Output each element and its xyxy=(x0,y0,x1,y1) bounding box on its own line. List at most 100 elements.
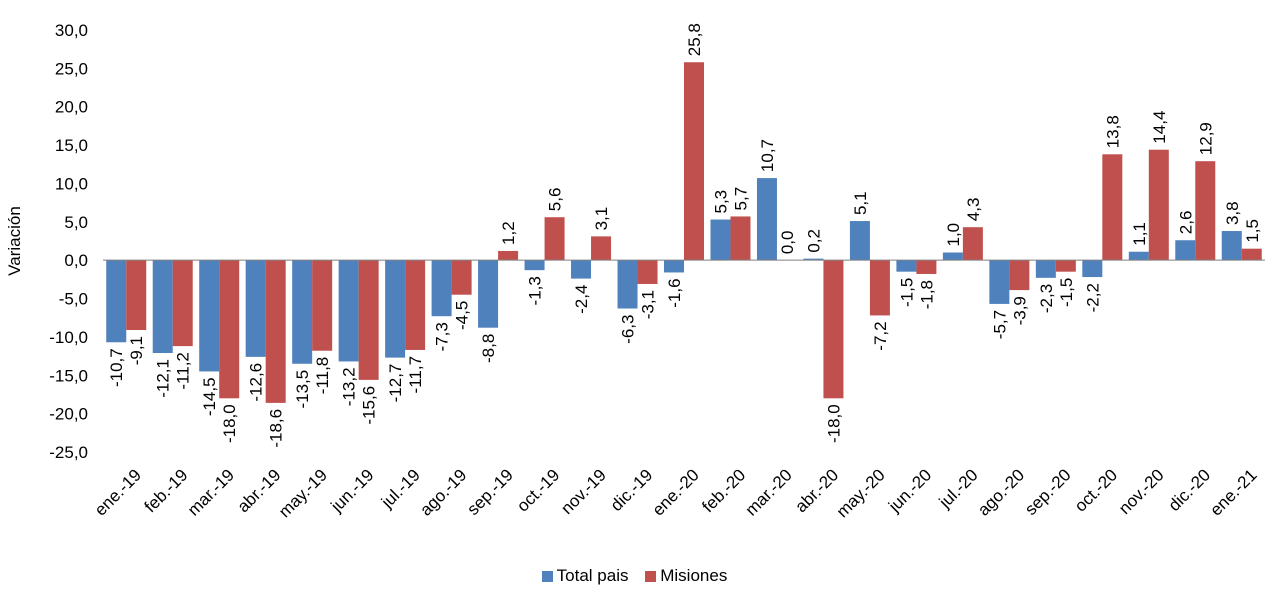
bar-misiones xyxy=(219,260,240,399)
legend-swatch-total-pais xyxy=(541,570,553,582)
data-label-misiones: -1,8 xyxy=(917,280,936,309)
bar-total-pais xyxy=(803,258,824,261)
bar-total-pais xyxy=(338,260,359,362)
y-tick-label: -15,0 xyxy=(49,366,88,385)
x-axis-ticks: ene.-19feb.-19mar.-19abr.-19may.-19jun.-… xyxy=(91,465,1261,521)
data-label-total-pais: -14,5 xyxy=(200,377,219,416)
x-tick-label: may.-19 xyxy=(275,465,331,521)
y-tick-label: -25,0 xyxy=(49,443,88,462)
bar-total-pais xyxy=(1175,240,1196,261)
legend-label-misiones: Misiones xyxy=(660,566,728,585)
data-label-total-pais: -1,5 xyxy=(897,278,916,307)
y-axis-title: Variación xyxy=(5,206,24,276)
data-label-misiones: -11,2 xyxy=(174,352,193,390)
bar-total-pais xyxy=(617,260,638,309)
x-tick-label: sep.-20 xyxy=(1021,465,1075,519)
data-label-misiones: 1,5 xyxy=(1243,219,1262,243)
bar-misiones xyxy=(1148,149,1169,261)
legend-item-total-pais: Total pais xyxy=(541,566,629,586)
data-label-misiones: -1,5 xyxy=(1057,278,1076,307)
y-tick-label: 5,0 xyxy=(64,213,88,232)
bar-total-pais xyxy=(896,260,917,272)
data-label-total-pais: -8,8 xyxy=(479,334,498,363)
data-label-total-pais: -13,2 xyxy=(340,367,359,406)
data-label-total-pais: 2,6 xyxy=(1176,211,1195,235)
data-label-total-pais: 10,7 xyxy=(758,139,777,172)
y-tick-label: 20,0 xyxy=(55,98,88,117)
bar-total-pais xyxy=(756,178,777,261)
data-label-total-pais: -1,6 xyxy=(665,278,684,307)
bar-misiones xyxy=(591,236,612,261)
bar-total-pais xyxy=(571,260,592,279)
y-tick-label: 0,0 xyxy=(64,251,88,270)
data-label-total-pais: -2,4 xyxy=(572,285,591,314)
bar-misiones xyxy=(869,260,890,316)
bar-total-pais xyxy=(1082,260,1103,278)
bar-misiones xyxy=(312,260,333,351)
bar-misiones xyxy=(498,250,519,261)
data-label-total-pais: -1,3 xyxy=(526,276,545,305)
bar-total-pais xyxy=(292,260,313,364)
data-label-misiones: 1,2 xyxy=(499,221,518,245)
y-tick-label: 15,0 xyxy=(55,136,88,155)
x-tick-label: nov.-19 xyxy=(557,465,610,518)
bar-misiones xyxy=(544,217,565,261)
bar-misiones xyxy=(962,227,983,261)
data-label-misiones: 3,1 xyxy=(592,207,611,231)
data-label-misiones: 14,4 xyxy=(1150,111,1169,144)
data-label-misiones: 13,8 xyxy=(1103,115,1122,148)
bar-misiones xyxy=(172,260,193,347)
bar-misiones xyxy=(405,260,426,350)
legend-swatch-misiones xyxy=(645,570,657,582)
x-tick-label: sep.-19 xyxy=(463,465,517,519)
bar-misiones xyxy=(684,62,704,261)
data-label-total-pais: 1,1 xyxy=(1130,222,1149,246)
data-label-misiones: -18,0 xyxy=(220,404,239,443)
bar-total-pais xyxy=(431,260,452,317)
bar-misiones xyxy=(1195,161,1216,261)
data-label-misiones: 25,8 xyxy=(685,23,704,56)
x-tick-label: ene.-19 xyxy=(91,465,145,519)
data-label-total-pais: -10,7 xyxy=(107,348,126,387)
bar-misiones xyxy=(126,260,147,331)
data-label-misiones: -4,5 xyxy=(453,301,472,330)
x-tick-label: nov.-20 xyxy=(1115,465,1168,518)
data-label-misiones: -15,6 xyxy=(360,386,379,425)
data-label-misiones: -11,7 xyxy=(406,356,425,394)
bar-total-pais xyxy=(245,260,266,357)
data-label-total-pais: -6,3 xyxy=(619,315,638,344)
data-label-misiones: -18,0 xyxy=(824,404,843,443)
bars xyxy=(106,62,1262,403)
legend-label-total-pais: Total pais xyxy=(556,566,629,585)
bar-misiones xyxy=(823,260,844,399)
data-label-total-pais: -5,7 xyxy=(990,310,1009,339)
bar-total-pais xyxy=(849,221,870,261)
x-tick-label: jun.-19 xyxy=(327,465,378,516)
data-label-total-pais: 3,8 xyxy=(1223,201,1242,225)
data-label-total-pais: -7,3 xyxy=(433,322,452,351)
bar-misiones xyxy=(730,216,751,261)
bar-total-pais xyxy=(478,260,499,328)
bar-misiones xyxy=(1102,154,1123,261)
bar-total-pais xyxy=(1035,260,1056,278)
bar-total-pais xyxy=(1221,231,1242,261)
x-tick-label: jun.-20 xyxy=(884,465,935,516)
bar-misiones xyxy=(451,260,472,295)
bar-misiones xyxy=(1241,248,1262,261)
data-label-misiones: -3,9 xyxy=(1010,296,1029,325)
bar-total-pais xyxy=(1128,251,1149,261)
data-label-total-pais: 1,0 xyxy=(944,223,963,247)
data-label-misiones: 12,9 xyxy=(1196,122,1215,155)
bar-misiones xyxy=(265,260,286,403)
x-tick-label: feb.-19 xyxy=(141,465,192,516)
data-label-misiones: -9,1 xyxy=(127,336,146,365)
data-label-total-pais: -12,6 xyxy=(247,363,266,402)
y-axis-ticks: 30,0 25,0 20,0 15,0 10,0 5,0 0,0 -5,0 -10,0 -15,0… xyxy=(49,21,88,462)
bar-total-pais xyxy=(710,219,731,261)
x-tick-label: may.-20 xyxy=(833,465,889,521)
y-tick-label: 10,0 xyxy=(55,174,88,193)
y-tick-label: -20,0 xyxy=(49,405,88,424)
data-label-misiones: -11,8 xyxy=(313,357,332,395)
legend-item-misiones: Misiones xyxy=(645,566,727,586)
data-label-misiones: 0,0 xyxy=(778,231,797,255)
